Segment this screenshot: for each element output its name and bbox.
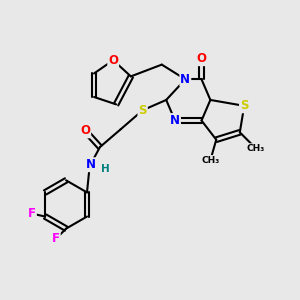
Text: N: N [170,114,180,127]
Text: F: F [52,232,60,245]
Text: F: F [28,207,36,220]
Text: N: N [180,73,190,86]
Text: CH₃: CH₃ [201,156,220,165]
Text: H: H [101,164,110,174]
Text: N: N [86,158,96,171]
Text: O: O [80,124,90,137]
Text: S: S [240,99,248,112]
Text: O: O [108,54,118,67]
Text: S: S [138,104,147,117]
Text: O: O [196,52,206,65]
Text: CH₃: CH₃ [247,144,265,153]
